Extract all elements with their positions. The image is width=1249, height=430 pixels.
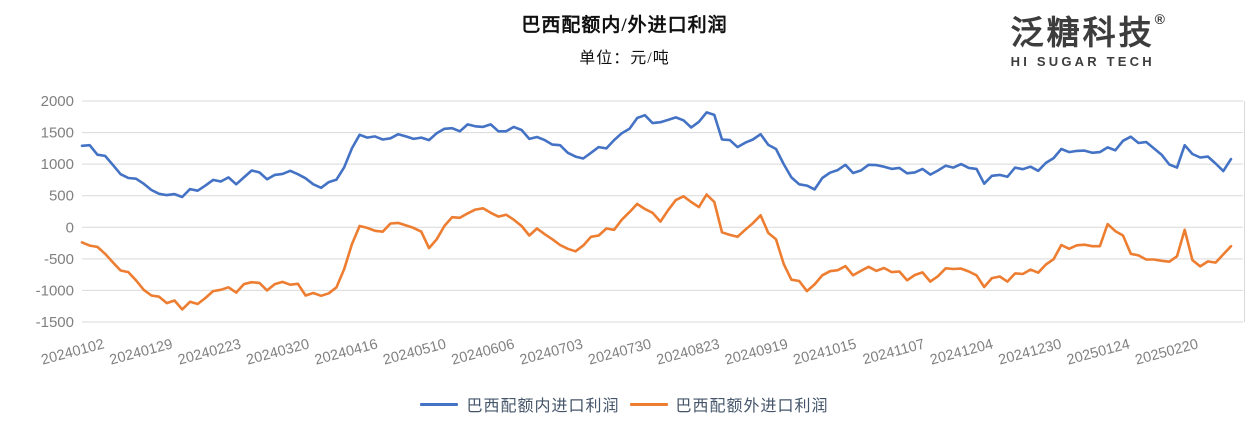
in-quota-line-swatch: [420, 402, 459, 406]
hi-sugar-tech-logo: 泛糖科技® HI SUGAR TECH: [1010, 12, 1165, 69]
x-tick-label-20240129: 20240129: [108, 336, 174, 368]
legend-item-out-quota: 巴西配额外进口利润: [629, 392, 829, 416]
x-tick-label-20241015: 20241015: [792, 336, 858, 368]
y-tick-label--500: -500: [44, 251, 74, 268]
x-tick-label-20240223: 20240223: [176, 336, 242, 368]
y-tick-label-500: 500: [49, 188, 74, 205]
y-tick-label-2000: 2000: [41, 93, 74, 110]
x-tick-label-20240606: 20240606: [450, 336, 516, 368]
registered-trademark-icon: ®: [1154, 11, 1165, 27]
x-tick-label-20240919: 20240919: [723, 336, 789, 368]
y-tick-label--1500: -1500: [36, 314, 74, 331]
in-quota-legend-label: 巴西配额内进口利润: [466, 398, 620, 415]
y-tick-label-1000: 1000: [41, 156, 74, 173]
chart-legend: 巴西配额内进口利润 巴西配额外进口利润: [0, 392, 1249, 416]
y-tick-label-0: 0: [66, 219, 74, 236]
x-tick-label-20240102: 20240102: [40, 336, 106, 368]
x-tick-label-20250220: 20250220: [1134, 336, 1200, 368]
logo-cn-line: 泛糖科技®: [1010, 12, 1165, 51]
y-tick-label--1000: -1000: [36, 282, 74, 299]
x-tick-label-20240730: 20240730: [587, 336, 653, 368]
x-tick-label-20241230: 20241230: [997, 336, 1063, 368]
out-quota-line-swatch: [629, 402, 668, 406]
x-tick-label-20241107: 20241107: [861, 336, 926, 368]
x-tick-label-20250124: 20250124: [1065, 336, 1131, 368]
y-tick-label-1500: 1500: [41, 125, 74, 142]
x-tick-label-20240510: 20240510: [381, 336, 447, 368]
series-line-out-quota: [80, 193, 1233, 311]
x-tick-label-20240823: 20240823: [655, 336, 721, 368]
out-quota-legend-label: 巴西配额外进口利润: [675, 398, 829, 415]
logo-cn-text: 泛糖科技: [1010, 14, 1155, 51]
series-line-in-quota: [80, 111, 1233, 199]
x-tick-label-20240320: 20240320: [245, 336, 311, 368]
logo-tagline: HI SUGAR TECH: [1010, 54, 1155, 69]
x-tick-label-20241204: 20241204: [928, 336, 994, 368]
x-tick-label-20240416: 20240416: [313, 336, 379, 368]
legend-item-in-quota: 巴西配额内进口利润: [420, 392, 619, 416]
x-tick-label-20240703: 20240703: [518, 336, 584, 368]
